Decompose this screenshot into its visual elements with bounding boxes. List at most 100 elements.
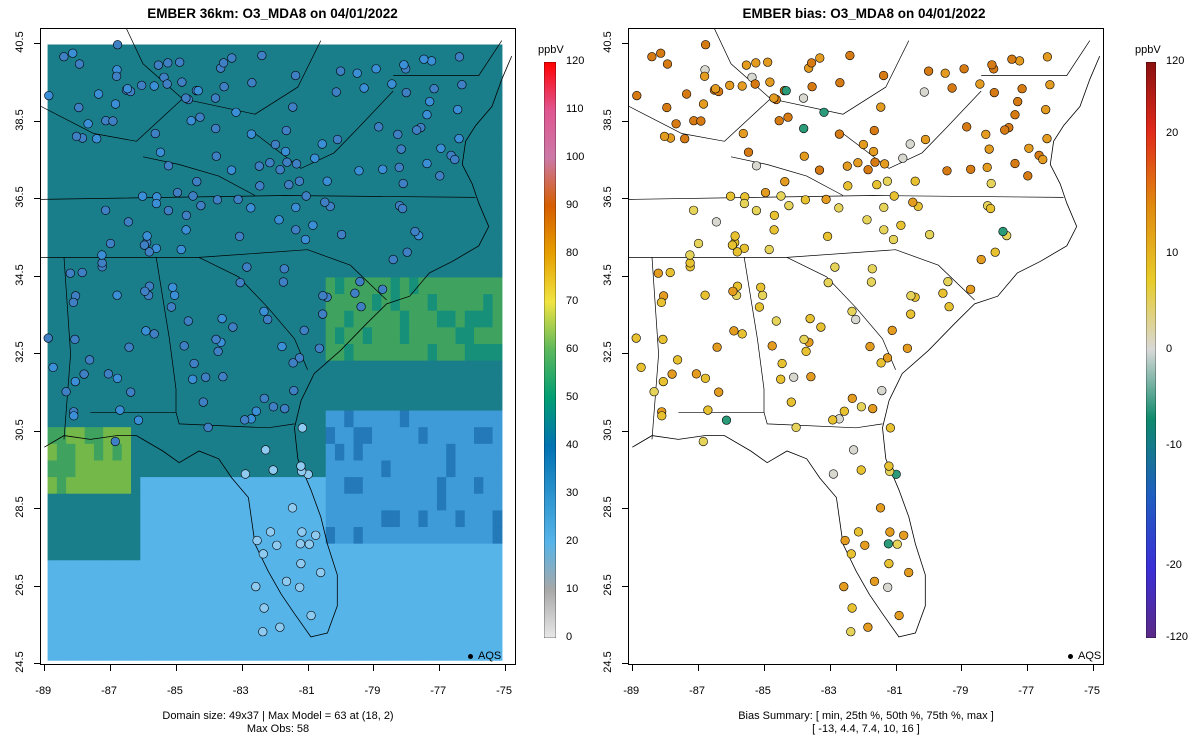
grid-cell	[492, 227, 503, 245]
bias-marker	[885, 423, 896, 433]
bias-marker	[851, 314, 861, 325]
grid-cell	[75, 194, 86, 212]
observation-marker	[112, 290, 122, 300]
grid-cell	[399, 44, 410, 62]
grid-cell	[232, 127, 243, 145]
grid-cell	[195, 277, 206, 295]
grid-cell	[344, 610, 355, 628]
grid-cell	[270, 576, 280, 595]
grid-cell	[409, 310, 419, 328]
grid-cell	[399, 626, 410, 645]
grid-cell	[251, 560, 262, 578]
x-tick-mark	[829, 665, 831, 671]
bias-marker	[737, 81, 747, 91]
grid-cell	[381, 144, 392, 162]
bias-marker	[962, 122, 972, 132]
observation-marker	[429, 84, 439, 94]
grid-cell	[427, 626, 438, 645]
grid-cell	[232, 510, 243, 528]
observation-marker	[454, 52, 465, 62]
grid-cell	[103, 377, 114, 395]
grid-cell	[140, 393, 151, 412]
grid-cell	[279, 593, 290, 611]
observation-marker	[450, 154, 460, 165]
grid-cell	[121, 94, 132, 112]
grid-cell	[66, 227, 76, 245]
bias-marker	[791, 422, 801, 433]
observation-marker	[210, 93, 221, 103]
grid-cell	[270, 111, 280, 129]
bias-marker	[711, 217, 721, 227]
grid-cell	[149, 61, 160, 79]
grid-cell	[483, 210, 494, 229]
grid-cell	[474, 310, 484, 328]
observation-marker	[254, 161, 264, 171]
grid-cell	[195, 593, 206, 611]
grid-cell	[223, 393, 234, 412]
observation-marker	[300, 234, 311, 245]
grid-cell	[66, 127, 76, 145]
grid-cell	[47, 410, 58, 428]
grid-cell	[455, 560, 466, 578]
grid-cell	[427, 127, 438, 145]
grid-cell	[409, 111, 419, 129]
grid-cell	[177, 227, 188, 245]
grid-cell	[84, 643, 95, 661]
grid-cell	[75, 510, 86, 528]
grid-cell	[242, 343, 253, 362]
grid-cell	[446, 210, 457, 229]
grid-cell	[353, 493, 364, 511]
grid-cell	[297, 560, 308, 578]
x-tick-label: -83	[232, 685, 249, 697]
grid-cell	[390, 626, 401, 645]
observation-marker	[427, 56, 437, 66]
grid-cell	[93, 610, 104, 628]
grid-cell	[66, 443, 76, 462]
grid-cell	[307, 244, 318, 262]
grid-cell	[353, 427, 364, 445]
grid-cell	[334, 210, 345, 229]
bias-marker	[754, 302, 764, 312]
grid-cell	[334, 643, 345, 661]
grid-cell	[279, 377, 290, 395]
grid-cell	[186, 377, 197, 395]
grid-cell	[270, 260, 280, 279]
bias-map	[628, 28, 1104, 665]
grid-cell	[427, 343, 438, 362]
grid-cell	[186, 427, 197, 445]
grid-cell	[288, 111, 299, 129]
grid-cell	[483, 44, 494, 62]
grid-cell	[242, 493, 253, 511]
grid-cell	[297, 210, 308, 229]
grid-cell	[47, 576, 58, 595]
observation-marker	[231, 107, 241, 117]
x-tick-label: -79	[952, 685, 969, 697]
grid-cell	[436, 127, 447, 145]
observation-marker	[297, 423, 308, 433]
grid-cell	[307, 277, 318, 295]
grid-cell	[205, 61, 216, 79]
grid-cell	[288, 593, 299, 611]
grid-cell	[223, 560, 234, 578]
grid-cell	[492, 460, 503, 478]
grid-cell	[168, 160, 178, 179]
grid-cell	[288, 410, 299, 428]
observation-marker	[213, 346, 223, 357]
bias-marker	[814, 165, 825, 175]
grid-cell	[297, 194, 308, 212]
grid-cell	[232, 593, 243, 611]
bias-marker	[1045, 80, 1055, 90]
grid-cell	[436, 610, 447, 628]
grid-cell	[121, 593, 132, 611]
grid-cell	[149, 460, 160, 478]
grid-cell	[103, 77, 114, 96]
grid-cell	[334, 360, 345, 378]
grid-cell	[84, 593, 95, 611]
observation-marker	[108, 116, 118, 126]
grid-cell	[75, 527, 86, 545]
grid-cell	[47, 227, 58, 245]
colorbar-gradient	[1146, 62, 1156, 638]
bias-marker	[756, 282, 766, 292]
grid-cell	[297, 310, 308, 328]
grid-cell	[279, 443, 290, 462]
